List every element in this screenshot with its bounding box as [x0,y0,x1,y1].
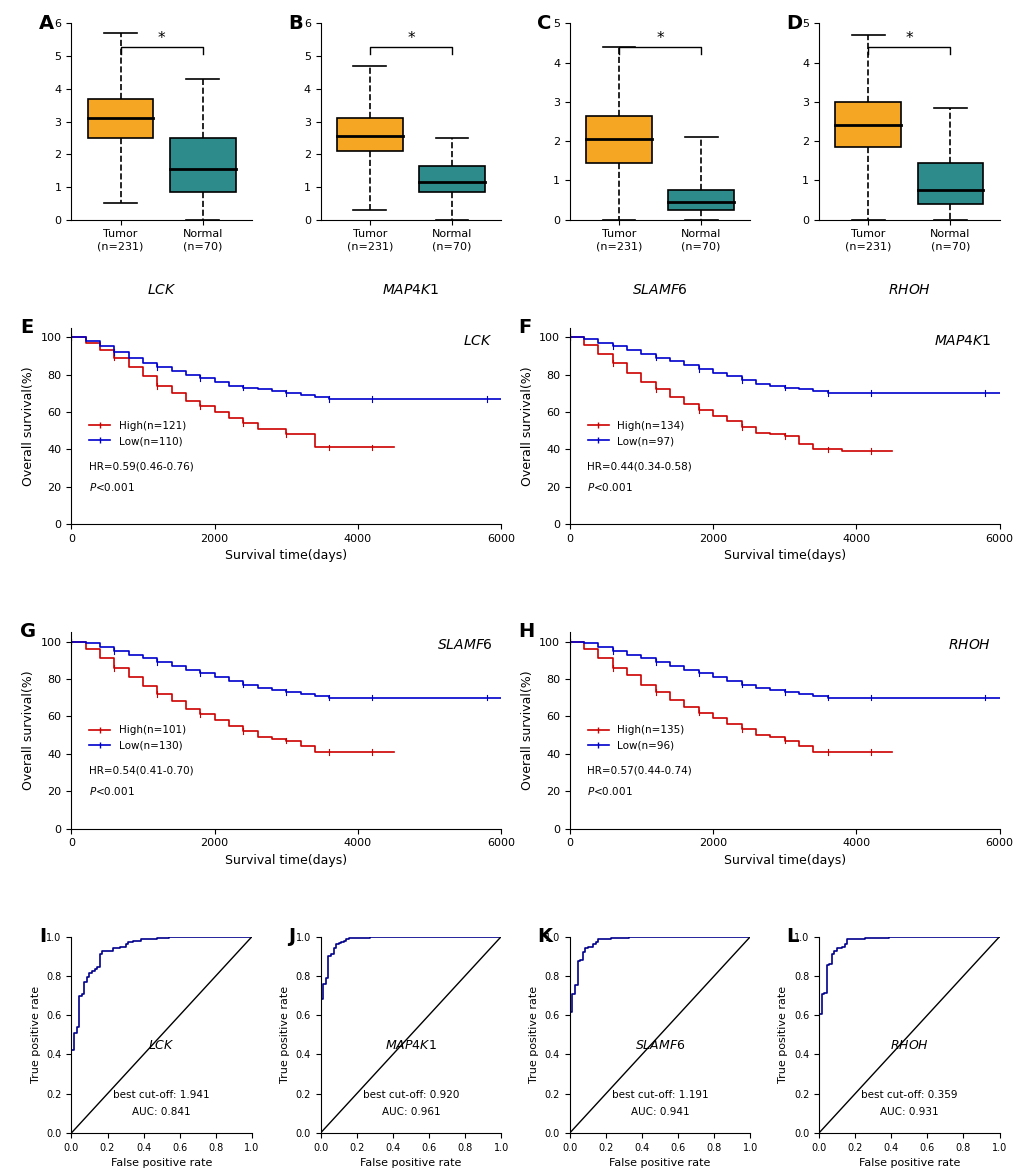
Text: $\it{RHOH}$: $\it{RHOH}$ [889,1038,928,1051]
Text: *: * [655,32,663,46]
Y-axis label: True positive rate: True positive rate [279,986,289,1084]
Text: $\it{LCK}$: $\it{LCK}$ [463,334,492,348]
Bar [667,190,734,210]
Text: best cut-off: 1.191: best cut-off: 1.191 [611,1090,708,1100]
Bar [835,102,900,147]
Text: D: D [786,14,802,33]
Text: G: G [19,623,36,641]
Bar [336,118,403,151]
Text: L: L [786,926,798,946]
Legend: High(n=134), Low(n=97): High(n=134), Low(n=97) [583,417,688,450]
Text: AUC: 0.931: AUC: 0.931 [879,1107,937,1118]
Legend: High(n=121), Low(n=110): High(n=121), Low(n=110) [86,417,190,450]
Y-axis label: Overall survival(%): Overall survival(%) [520,366,533,486]
Text: HR=0.59(0.46-0.76): HR=0.59(0.46-0.76) [89,461,194,472]
Text: $\it{SLAMF6}$: $\it{SLAMF6}$ [436,638,492,652]
Text: F: F [518,318,531,336]
Bar [586,116,651,162]
Text: B: B [287,14,303,33]
Text: $\it{LCK}$: $\it{LCK}$ [147,283,176,297]
Text: J: J [287,926,294,946]
Text: $\it{MAP4K1}$: $\it{MAP4K1}$ [382,283,439,297]
Text: $\it{SLAMF6}$: $\it{SLAMF6}$ [632,283,688,297]
Text: AUC: 0.841: AUC: 0.841 [132,1107,191,1118]
Text: AUC: 0.941: AUC: 0.941 [630,1107,689,1118]
Y-axis label: Overall survival(%): Overall survival(%) [22,670,35,791]
X-axis label: Survival time(days): Survival time(days) [722,549,845,563]
Text: *: * [158,32,165,46]
Text: $\it{P}$<0.001: $\it{P}$<0.001 [89,785,135,798]
Bar [170,138,235,192]
Y-axis label: True positive rate: True positive rate [31,986,41,1084]
Text: HR=0.57(0.44-0.74): HR=0.57(0.44-0.74) [586,766,691,776]
Text: $\it{RHOH}$: $\it{RHOH}$ [947,638,990,652]
Y-axis label: True positive rate: True positive rate [777,986,788,1084]
Text: $\it{P}$<0.001: $\it{P}$<0.001 [586,785,632,798]
Text: C: C [537,14,551,33]
Text: A: A [39,14,54,33]
Y-axis label: Overall survival(%): Overall survival(%) [520,670,533,791]
Text: best cut-off: 1.941: best cut-off: 1.941 [113,1090,210,1100]
Bar [88,98,153,138]
Text: *: * [407,32,415,46]
Legend: High(n=135), Low(n=96): High(n=135), Low(n=96) [583,721,688,755]
Text: *: * [905,32,912,46]
Text: HR=0.44(0.34-0.58): HR=0.44(0.34-0.58) [586,461,691,472]
Text: $\it{MAP4K1}$: $\it{MAP4K1}$ [932,334,990,348]
X-axis label: False positive rate: False positive rate [608,1159,710,1168]
Text: H: H [518,623,534,641]
Text: $\it{MAP4K1}$: $\it{MAP4K1}$ [384,1038,436,1051]
Y-axis label: Overall survival(%): Overall survival(%) [22,366,35,486]
Text: E: E [19,318,33,336]
X-axis label: Survival time(days): Survival time(days) [722,854,845,867]
Y-axis label: True positive rate: True positive rate [529,986,539,1084]
Text: best cut-off: 0.359: best cut-off: 0.359 [860,1090,957,1100]
X-axis label: Survival time(days): Survival time(days) [225,549,347,563]
Text: $\it{SLAMF6}$: $\it{SLAMF6}$ [634,1038,685,1051]
Text: $\it{P}$<0.001: $\it{P}$<0.001 [89,481,135,493]
Text: HR=0.54(0.41-0.70): HR=0.54(0.41-0.70) [89,766,193,776]
Bar [419,166,484,192]
Text: K: K [537,926,551,946]
Text: $\it{LCK}$: $\it{LCK}$ [148,1038,175,1051]
X-axis label: False positive rate: False positive rate [111,1159,212,1168]
Text: $\it{RHOH}$: $\it{RHOH}$ [887,283,930,297]
Text: $\it{P}$<0.001: $\it{P}$<0.001 [586,481,632,493]
Text: best cut-off: 0.920: best cut-off: 0.920 [363,1090,459,1100]
X-axis label: False positive rate: False positive rate [360,1159,462,1168]
Legend: High(n=101), Low(n=130): High(n=101), Low(n=130) [86,721,190,755]
Text: I: I [39,926,46,946]
X-axis label: Survival time(days): Survival time(days) [225,854,347,867]
X-axis label: False positive rate: False positive rate [858,1159,959,1168]
Bar [917,162,982,204]
Text: AUC: 0.961: AUC: 0.961 [381,1107,440,1118]
